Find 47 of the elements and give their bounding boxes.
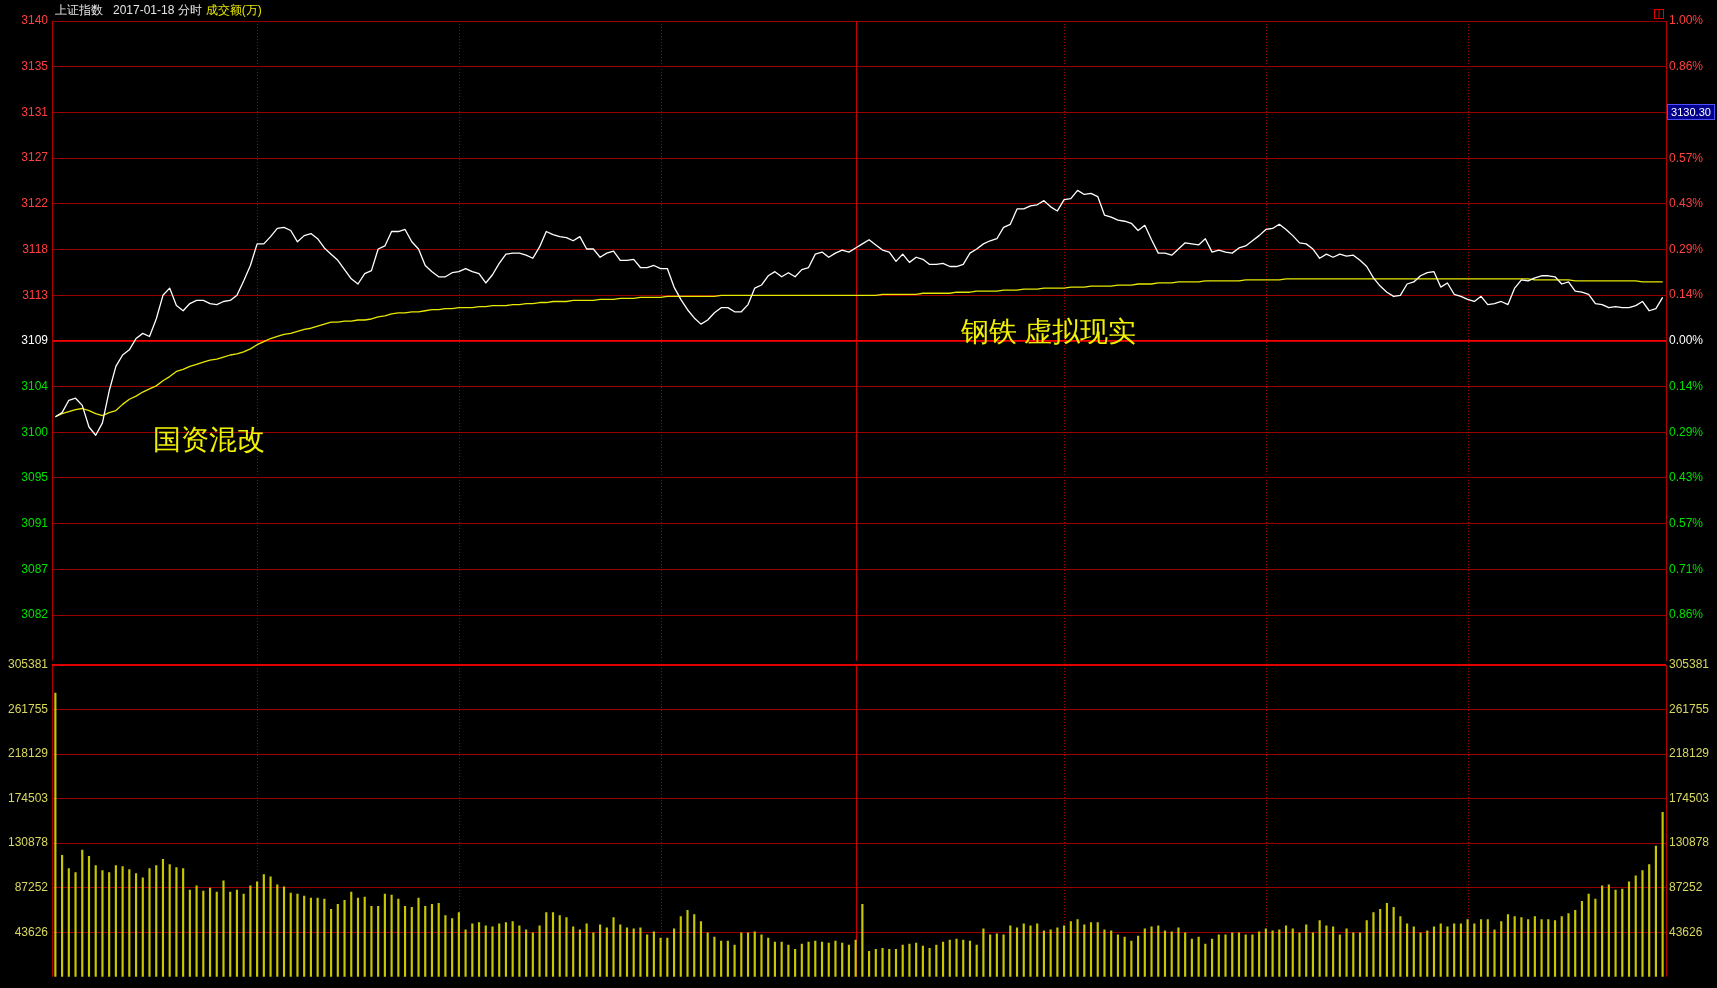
y2-tick-label: 0.71% bbox=[1669, 561, 1704, 576]
y-tick-label: 130878 bbox=[7, 835, 49, 850]
y2-tick-label: 0.43% bbox=[1669, 470, 1704, 485]
y2-tick-label: 0.43% bbox=[1669, 195, 1704, 210]
y2-tick-label: 0.14% bbox=[1669, 378, 1704, 393]
y-tick-label: 3104 bbox=[21, 378, 49, 393]
y2-tick-label: 174503 bbox=[1669, 790, 1710, 805]
y-tick-label: 174503 bbox=[7, 790, 49, 805]
y-tick-label: 305381 bbox=[7, 657, 49, 672]
y2-tick-label: 261755 bbox=[1669, 701, 1710, 716]
y-tick-label: 3087 bbox=[21, 561, 49, 576]
y-tick-label: 3091 bbox=[21, 515, 49, 530]
chart-title: 上证指数 bbox=[55, 3, 103, 17]
y-tick-label: 3100 bbox=[21, 424, 49, 439]
y-tick-label: 3082 bbox=[21, 607, 49, 622]
text: 成交额(万) bbox=[205, 3, 262, 17]
y2-tick-label: 0.86% bbox=[1669, 607, 1704, 622]
y2-tick-label: 0.57% bbox=[1669, 515, 1704, 530]
y2-tick-label: 0.00% bbox=[1669, 333, 1704, 348]
y-tick-label: 87252 bbox=[14, 880, 49, 895]
annotation: 钢铁 虚拟现实 bbox=[961, 316, 1136, 348]
y2-tick-label: 0.29% bbox=[1669, 241, 1704, 256]
y2-tick-label: 305381 bbox=[1669, 657, 1710, 672]
y-tick-label: 3140 bbox=[21, 13, 49, 28]
annotation: 国资混改 bbox=[153, 424, 265, 456]
y-tick-label: 3113 bbox=[22, 287, 49, 302]
y2-tick-label: 43626 bbox=[1669, 924, 1703, 939]
chart-subtitle: 2017-01-18 分时 bbox=[113, 3, 202, 17]
y2-tick-label: 0.57% bbox=[1669, 150, 1704, 165]
y2-tick-label: 130878 bbox=[1669, 835, 1710, 850]
y2-tick-label: 218129 bbox=[1669, 746, 1710, 761]
y2-tick-label: 87252 bbox=[1669, 880, 1703, 895]
y-tick-label: 3109 bbox=[21, 333, 49, 348]
y-tick-label: 218129 bbox=[7, 746, 49, 761]
y2-tick-label: 0.14% bbox=[1669, 287, 1704, 302]
y-tick-label: 3135 bbox=[21, 59, 49, 73]
y-tick-label: 3122 bbox=[21, 196, 49, 211]
y-tick-label: 261755 bbox=[7, 701, 49, 716]
y-tick-label: 3131 bbox=[21, 104, 49, 119]
y-tick-label: 43626 bbox=[14, 924, 49, 939]
y-tick-label: 3118 bbox=[22, 241, 49, 256]
y-tick-label: 3127 bbox=[21, 150, 49, 165]
y2-tick-label: 0.86% bbox=[1669, 59, 1704, 74]
y-tick-label: 3095 bbox=[21, 470, 49, 485]
text: 3130.30 bbox=[1667, 104, 1715, 120]
y2-tick-label: 0.29% bbox=[1669, 424, 1704, 439]
y2-tick-label: 1.00% bbox=[1669, 13, 1704, 28]
